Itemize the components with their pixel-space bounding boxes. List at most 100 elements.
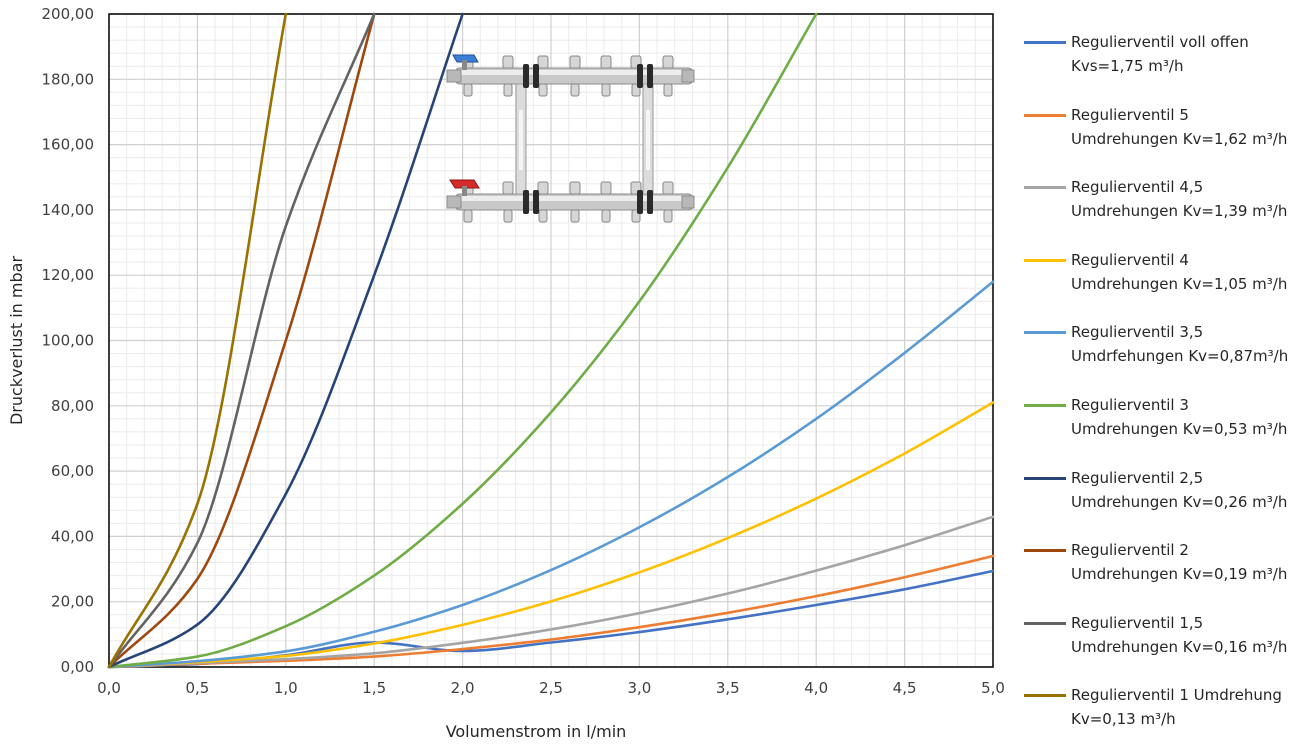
legend-item: Regulierventil 2 Umdrehungen Kv=0,19 m³/h [1024, 538, 1299, 602]
valve-bottom [538, 209, 548, 223]
legend-item: Regulierventil 5 Umdrehungen Kv=1,62 m³/h [1024, 103, 1299, 167]
series-line-10 [107, 12, 288, 669]
legend-swatch [1024, 404, 1066, 407]
valve-bottom [570, 209, 580, 223]
legend-label-line2: Umdrehungen Kv=0,16 m³/h [1071, 637, 1288, 656]
legend-label: Regulierventil voll offen Kvs=1,75 m³/h [1071, 30, 1249, 78]
legend-label-line1: Regulierventil 1 Umdrehung [1071, 686, 1282, 705]
legend-label: Regulierventil 1 Umdrehung Kv=0,13 m³/h [1071, 683, 1282, 731]
red-handle-icon [449, 179, 480, 196]
x-tick-label: 1,5 [362, 679, 386, 697]
legend-label-line2: Umdrehungen Kv=1,05 m³/h [1071, 274, 1288, 293]
legend-label: Regulierventil 2,5 Umdrehungen Kv=0,26 m³… [1071, 466, 1287, 514]
series-line-3 [107, 515, 995, 669]
manifold-valves [462, 55, 674, 223]
legend-swatch [1024, 621, 1066, 625]
x-tick-label: 0,0 [97, 679, 121, 697]
series-line-4 [107, 401, 995, 669]
manifold-ring [647, 64, 653, 88]
valve-bottom [663, 209, 673, 223]
valve-top [600, 181, 612, 195]
legend-swatch [1024, 331, 1066, 335]
legend-swatch [1024, 549, 1066, 553]
x-axis-label: Volumenstrom in l/min [446, 722, 627, 741]
series-line-2 [107, 554, 995, 669]
valve-bottom [463, 209, 473, 223]
x-tick-label: 4,5 [893, 679, 917, 697]
legend-swatch [1024, 694, 1066, 698]
y-tick-label: 20,00 [51, 593, 94, 611]
manifold-upper-bar [446, 67, 695, 85]
legend-item: Regulierventil 1,5 Umdrehungen Kv=0,16 m³… [1024, 611, 1299, 675]
valve-bottom [601, 209, 611, 223]
series-lines [107, 12, 995, 669]
manifold-ring [647, 190, 653, 214]
legend-label-line1: Regulierventil 4,5 [1071, 178, 1204, 197]
x-tick-label: 5,0 [981, 679, 1005, 697]
valve-top [502, 181, 514, 195]
y-tick-label: 120,00 [42, 266, 95, 284]
legend-label-line1: Regulierventil 5 [1071, 105, 1189, 124]
y-tick-label: 60,00 [51, 462, 94, 480]
y-tick-label: 40,00 [51, 527, 94, 545]
valve-top [662, 55, 674, 69]
y-tick-label: 180,00 [42, 70, 95, 88]
legend-item: Regulierventil voll offen Kvs=1,75 m³/h [1024, 30, 1299, 94]
y-tick-label: 200,00 [42, 5, 95, 23]
valve-bottom [503, 83, 513, 97]
legend-swatch [1024, 258, 1066, 262]
series-line-8 [107, 12, 376, 669]
x-tick-label: 2,0 [451, 679, 475, 697]
legend-label-line1: Regulierventil 2 [1071, 541, 1189, 560]
legend-label-line2: Kv=0,13 m³/h [1071, 710, 1176, 729]
y-tick-label: 100,00 [42, 332, 95, 350]
y-tick-label: 80,00 [51, 397, 94, 415]
valve-bottom [663, 83, 673, 97]
y-tick-label: 140,00 [42, 201, 95, 219]
series-line-6 [107, 12, 818, 669]
legend-swatch [1024, 113, 1066, 117]
legend-swatch [1024, 476, 1066, 480]
legend-label-line1: Regulierventil voll offen [1071, 33, 1249, 51]
valve-bottom [601, 83, 611, 97]
y-axis-label: Druckverlust in mbar [7, 256, 26, 425]
valve-bottom [538, 83, 548, 97]
y-tick-label: 160,00 [42, 136, 95, 154]
valve-top [662, 181, 674, 195]
x-tick-label: 3,0 [627, 679, 651, 697]
manifold-ring [533, 190, 539, 214]
legend-label-line2: Umdrehungen Kv=1,39 m³/h [1071, 202, 1288, 221]
series-line-9 [107, 12, 376, 669]
axes: 0,0 0,5 1,0 1,5 2,0 2,5 3,0 3,5 4,0 4,5 5,0 0,00 20,… [7, 5, 1005, 741]
legend-item: Regulierventil 4,5 Umdrehungen Kv=1,39 m³… [1024, 175, 1299, 239]
blue-handle-icon [452, 54, 479, 70]
valve-top [600, 55, 612, 69]
y-tick-label: 0,00 [61, 658, 94, 676]
legend-label-line2: Umdrehungen Kv=0,26 m³/h [1071, 492, 1288, 511]
legend-item: Regulierventil 3,5 Umdrfehungen Kv=0,87m³… [1024, 320, 1299, 384]
legend-item: Regulierventil 1 Umdrehung Kv=0,13 m³/h [1024, 683, 1299, 747]
legend-label: Regulierventil 5 Umdrehungen Kv=1,62 m³/h [1071, 103, 1287, 151]
valve-bottom [463, 83, 473, 97]
x-tick-label: 2,5 [539, 679, 563, 697]
legend-label-line2: Umdrehungen Kv=0,53 m³/h [1071, 420, 1288, 438]
valve-top [537, 181, 549, 195]
plot-frame [108, 13, 994, 668]
legend-label-line2: Umdrehungen Kv=1,62 m³/h [1071, 129, 1288, 148]
valve-bottom [503, 209, 513, 223]
legend-label: Regulierventil 1,5 Umdrehungen Kv=0,16 m³… [1071, 611, 1287, 659]
manifold-lower-bar [446, 193, 695, 211]
valve-top [537, 55, 549, 69]
valve-top [569, 55, 581, 69]
x-tick-label: 1,0 [274, 679, 298, 697]
legend-label: Regulierventil 3 Umdrehungen Kv=0,53 m³/h [1071, 393, 1287, 441]
x-tick-label: 4,0 [804, 679, 828, 697]
legend-label-line1: Regulierventil 3,5 [1071, 323, 1204, 342]
legend-item: Regulierventil 4 Umdrehungen Kv=1,05 m³/h [1024, 248, 1299, 312]
valve-top [569, 181, 581, 195]
legend-label-line1: Regulierventil 2,5 [1071, 468, 1204, 487]
legend-label-line2: Umdrehungen Kv=0,19 m³/h [1071, 565, 1288, 584]
valve-bottom [570, 83, 580, 97]
